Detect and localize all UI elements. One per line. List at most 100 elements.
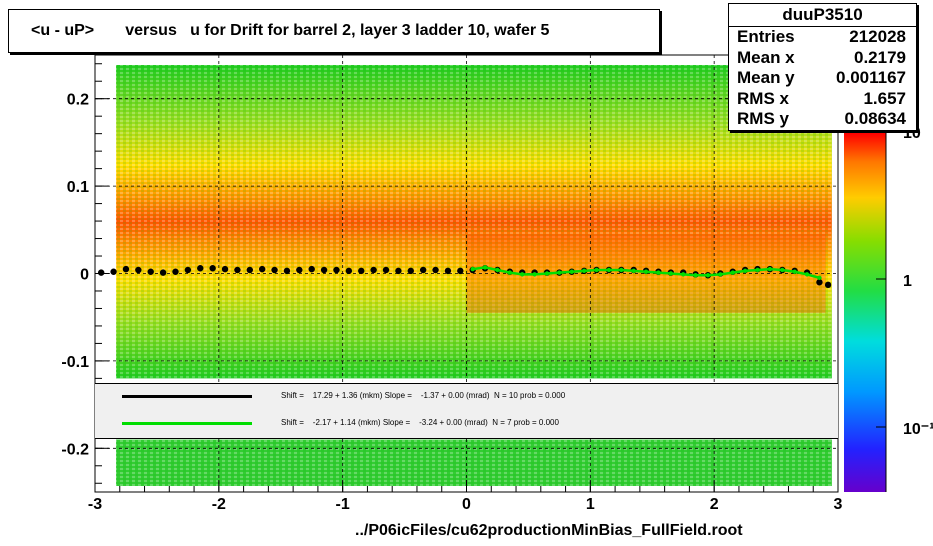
palette-label: 10⁻¹ <box>903 421 933 438</box>
black-series-point <box>407 267 414 275</box>
stats-label: Entries <box>737 27 795 46</box>
stats-value: 0.2179 <box>854 47 906 67</box>
green-series-point <box>693 273 698 278</box>
green-series-point <box>705 273 711 278</box>
black-series-point <box>246 266 253 274</box>
green-series-point <box>495 267 500 273</box>
x-tick-label: -2 <box>212 496 226 513</box>
palette-label: 1 <box>903 273 912 290</box>
green-series-point <box>482 265 488 270</box>
black-series-point <box>221 265 229 273</box>
stats-label: RMS y <box>737 109 789 128</box>
black-series-point <box>333 266 340 274</box>
green-series-point <box>606 267 612 273</box>
black-series-point <box>345 267 353 275</box>
green-series-point <box>681 272 686 277</box>
green-series-point <box>532 272 537 277</box>
black-series-point <box>122 265 130 273</box>
x-tick-label: -3 <box>88 496 102 513</box>
stats-box: duuP3510 Entries 212028 Mean x 0.2179 Me… <box>728 3 917 131</box>
green-series-point <box>520 272 525 277</box>
black-series-point <box>110 268 117 275</box>
black-series-point <box>172 268 179 275</box>
green-series-point <box>718 272 723 277</box>
black-series-point <box>159 269 167 276</box>
stats-label: Mean y <box>737 68 795 87</box>
file-path-footer: ../P06icFiles/cu62productionMinBias_Full… <box>355 522 743 539</box>
black-series-point <box>432 266 439 274</box>
y-tick-label: -0.1 <box>61 354 89 371</box>
x-tick-label: 3 <box>834 496 843 513</box>
stats-value: 0.001167 <box>836 68 906 87</box>
green-series-point <box>594 267 599 273</box>
x-tick-label: 0 <box>462 496 471 513</box>
legend-text-black: Shift = 17.29 + 1.36 (mkm) Slope = -1.37… <box>281 391 566 400</box>
black-series-point <box>358 267 365 275</box>
legend-line-green <box>122 422 252 425</box>
stats-row-mean-y: Mean y 0.001167 <box>729 68 916 89</box>
black-series-point <box>370 266 377 274</box>
stats-label: RMS x <box>737 88 789 108</box>
green-series-point <box>817 275 822 281</box>
black-series-point <box>382 266 390 274</box>
palette-bar <box>844 133 886 492</box>
x-tick-label: 2 <box>710 496 719 513</box>
green-series-point <box>557 270 562 275</box>
green-series-point <box>569 269 574 274</box>
x-tick-label: -1 <box>336 496 350 513</box>
stats-row-rms-y: RMS y 0.08634 <box>729 109 916 130</box>
stats-row-rms-x: RMS x 1.657 <box>729 89 916 110</box>
green-series-point <box>792 269 797 274</box>
black-series-point <box>97 269 105 276</box>
green-series-point <box>544 271 550 276</box>
legend-text-green: Shift = -2.17 + 1.14 (mkm) Slope = -3.24… <box>281 418 559 427</box>
y-tick-label: -0.2 <box>61 441 89 458</box>
stats-label: Mean x <box>737 47 795 67</box>
green-series-point <box>470 266 475 272</box>
series-markers <box>97 265 832 289</box>
black-series-point <box>308 265 315 273</box>
black-series-point <box>271 266 278 274</box>
green-series-point <box>631 268 636 274</box>
heatmap-texture <box>116 65 832 379</box>
green-series-point <box>507 270 513 275</box>
green-series-point <box>780 267 785 273</box>
axes: -3 -2 -1 0 1 2 3 -0.2 -0.1 0 0.1 0.2 <box>61 54 843 513</box>
green-series-point <box>742 268 748 274</box>
black-series-point <box>184 266 192 274</box>
stats-row-mean-x: Mean x 0.2179 <box>729 48 916 69</box>
stats-value: 212028 <box>849 27 906 46</box>
green-series-point <box>668 271 674 276</box>
black-series-point <box>816 279 823 286</box>
black-series-point <box>457 267 464 275</box>
heatmap-area <box>116 65 832 486</box>
green-series-point <box>767 266 773 272</box>
heatmap-texture-lower <box>116 439 832 486</box>
green-series-point <box>656 270 661 275</box>
green-series-point <box>619 267 624 273</box>
y-tick-label: 0.2 <box>67 92 89 109</box>
black-series-point <box>444 267 452 275</box>
stats-value: 0.08634 <box>844 109 906 128</box>
black-series-point <box>197 265 204 272</box>
black-series-point <box>135 266 142 274</box>
legend-line-black <box>122 395 252 398</box>
green-series-point <box>804 272 810 277</box>
grid <box>95 55 838 492</box>
stats-value: 1.657 <box>863 88 906 108</box>
black-series-point <box>395 267 402 275</box>
green-series-point <box>730 270 735 275</box>
fit-legend: Shift = 17.29 + 1.36 (mkm) Slope = -1.37… <box>95 383 838 439</box>
black-series-point <box>147 268 154 275</box>
green-series-point <box>643 269 649 274</box>
black-series-point <box>258 265 266 273</box>
stats-row-entries: Entries 212028 <box>729 27 916 48</box>
green-series-point <box>755 267 760 273</box>
black-series-point <box>824 281 832 289</box>
plot-title: <u - uP> versus u for Drift for barrel 2… <box>8 9 660 53</box>
black-series-point <box>296 266 303 274</box>
green-series-point <box>581 268 587 274</box>
y-tick-label: 0 <box>80 267 89 284</box>
